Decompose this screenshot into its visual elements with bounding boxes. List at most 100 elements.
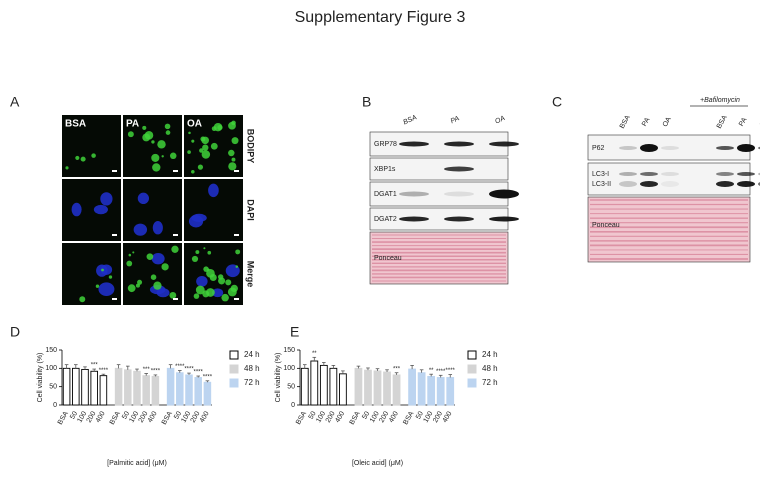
significance-label: *** [393, 366, 401, 372]
nucleus [93, 204, 108, 215]
x-tick-label: 200 [190, 410, 202, 424]
legend-swatch [467, 378, 477, 388]
ponceau-stain [369, 231, 509, 285]
significance-label: **** [99, 368, 109, 374]
bar [81, 368, 89, 406]
panel-label: D [10, 324, 20, 340]
lipid-droplet [142, 125, 147, 130]
bar [373, 370, 382, 406]
blot-band [716, 146, 734, 150]
lipid-droplet [161, 155, 164, 158]
bar [300, 367, 309, 406]
bar [446, 377, 455, 406]
bar [142, 375, 150, 406]
x-tick-label: 100 [128, 410, 140, 424]
lipid-droplet [227, 287, 237, 297]
lipid-droplet [152, 163, 161, 172]
scale-bar [234, 234, 239, 236]
blot-band [716, 172, 734, 176]
blot-band [619, 181, 637, 187]
bar [364, 369, 372, 406]
bar [90, 370, 98, 406]
x-tick-label: BSA [349, 410, 362, 426]
blot-label: DGAT2 [374, 216, 397, 223]
lipid-droplet [187, 150, 191, 154]
lipid-droplet [165, 130, 171, 135]
scale-bar [234, 170, 239, 172]
scale-bar [234, 298, 239, 300]
significance-label: **** [446, 368, 456, 374]
x-tick-label: 400 [147, 410, 159, 424]
lipid-droplet [225, 279, 232, 286]
blot-band [489, 141, 519, 147]
bar [185, 374, 193, 406]
nucleus [98, 282, 115, 297]
lipid-droplet [132, 251, 135, 254]
lipid-droplet [80, 156, 86, 162]
legend-label: 24 h [244, 350, 260, 359]
bar [339, 373, 347, 406]
bar [166, 367, 175, 406]
x-tick-label: 50 [415, 410, 425, 420]
bar [176, 372, 184, 406]
bar [114, 367, 123, 406]
x-tick-label: 400 [334, 410, 346, 424]
blot-band [737, 172, 755, 176]
column-label: BSA [65, 119, 86, 130]
lipid-droplet [195, 250, 200, 255]
lipid-droplet [206, 268, 215, 278]
y-tick-label: 100 [45, 365, 57, 372]
lipid-droplet [191, 139, 195, 143]
lipid-droplet [191, 255, 199, 263]
bar [329, 367, 338, 406]
column-label: PA [126, 119, 139, 130]
blot-label: LC3-II [592, 181, 611, 188]
bar [383, 371, 391, 406]
lipid-droplet [228, 121, 236, 130]
micrograph [62, 179, 121, 241]
lane-label: PA [450, 115, 461, 125]
y-tick-label: 100 [283, 365, 295, 372]
bar [392, 374, 401, 406]
significance-label: **** [203, 374, 213, 380]
bar [417, 372, 426, 406]
scale-bar [173, 298, 178, 300]
bar [408, 368, 416, 406]
lane-label: PA [641, 116, 652, 127]
legend-swatch [467, 364, 477, 374]
blot-band [444, 141, 474, 147]
x-tick-label: 100 [423, 410, 435, 424]
legend-label: 48 h [244, 364, 260, 373]
lipid-droplet [221, 293, 229, 302]
x-tick-label: 200 [432, 410, 444, 424]
y-tick-label: 0 [53, 402, 57, 409]
blot-band [399, 191, 429, 197]
significance-label: **** [151, 369, 161, 375]
blot-band [661, 146, 679, 150]
nucleus [191, 213, 207, 223]
micrograph [62, 243, 121, 305]
blot-label: Ponceau [374, 255, 402, 262]
x-tick-label: 50 [69, 410, 79, 420]
panel-label: E [290, 324, 299, 340]
lane-label: BSA [402, 114, 418, 126]
significance-label: *** [143, 367, 151, 373]
bar [151, 375, 160, 406]
nucleus [156, 288, 170, 298]
lipid-droplet [228, 162, 237, 171]
blot-band [444, 216, 474, 222]
lane-label: BSA [619, 114, 632, 130]
lipid-droplet [146, 253, 154, 260]
lipid-droplet [151, 153, 160, 162]
y-tick-label: 50 [287, 384, 295, 391]
nucleus [137, 192, 150, 205]
x-tick-label: 50 [121, 410, 131, 420]
lipid-droplet [218, 277, 226, 285]
bar [354, 367, 363, 406]
lipid-droplet [151, 140, 155, 144]
significance-label: ** [312, 351, 317, 357]
scale-bar [112, 298, 117, 300]
blot-band [619, 146, 637, 150]
bar [427, 375, 436, 406]
x-tick-label: 200 [138, 410, 150, 424]
